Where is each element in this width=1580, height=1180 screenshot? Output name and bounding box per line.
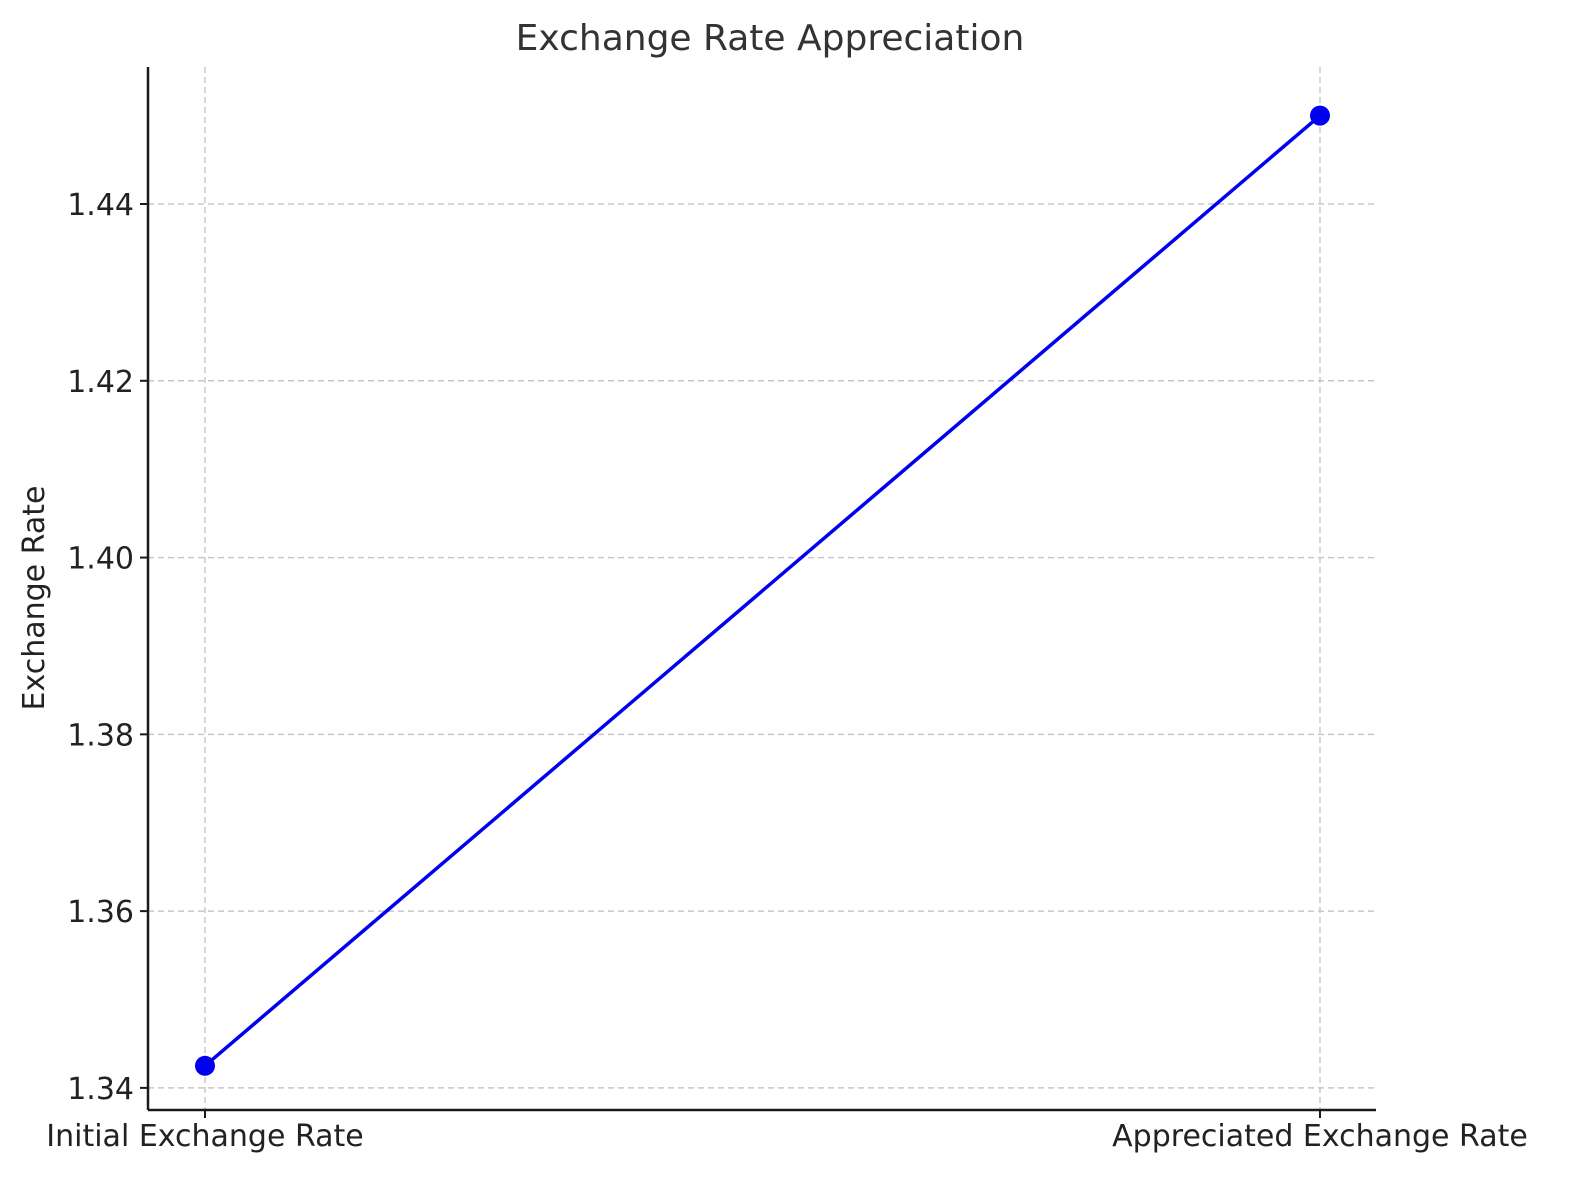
y-tick-label: 1.44 — [67, 188, 134, 223]
series — [195, 105, 1330, 1076]
grid — [148, 67, 1376, 1110]
data-point — [195, 1055, 215, 1076]
y-tick-label: 1.42 — [67, 365, 134, 400]
y-tick-label: 1.34 — [67, 1072, 134, 1107]
y-tick-label: 1.38 — [67, 718, 134, 753]
y-axis-label: Exchange Rate — [17, 486, 52, 711]
axes — [140, 67, 1376, 1118]
y-tick-label: 1.40 — [67, 542, 134, 577]
x-tick-label: Initial Exchange Rate — [46, 1119, 363, 1154]
y-tick-label: 1.36 — [67, 895, 134, 930]
series-line — [203, 114, 1322, 1068]
tick-labels: 1.34 1.36 1.38 1.40 1.42 1.44 Initial Exchange… — [46, 188, 1528, 1154]
x-tick-label: Appreciated Exchange Rate — [1112, 1119, 1528, 1154]
data-point — [1310, 105, 1330, 126]
chart-title: Exchange Rate Appreciation — [516, 18, 1025, 59]
